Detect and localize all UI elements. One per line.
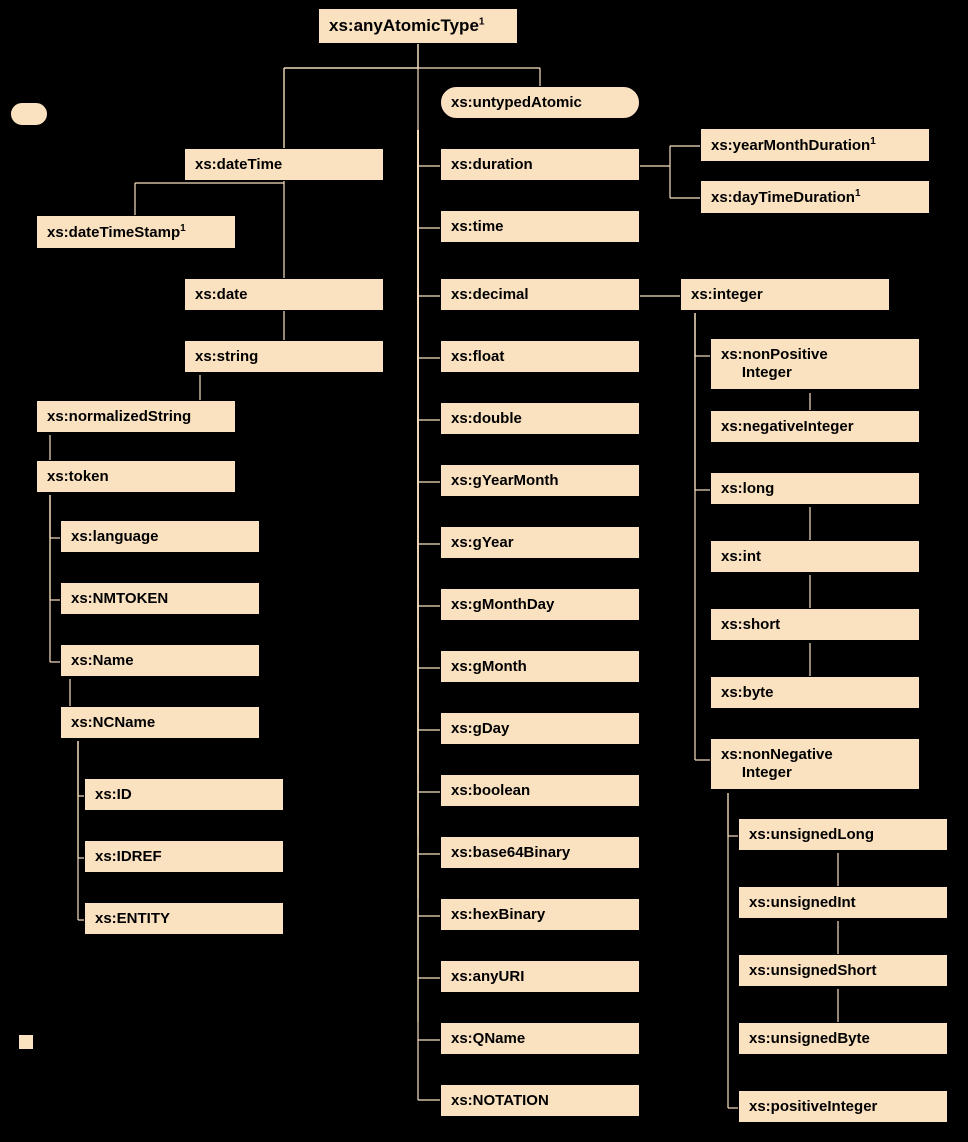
type-node-decimal: xs:decimal [440, 278, 640, 311]
type-node-float: xs:float [440, 340, 640, 373]
type-node-anyURI: xs:anyURI [440, 960, 640, 993]
type-node-dateTime: xs:dateTime [184, 148, 384, 181]
type-node-normalizedString: xs:normalizedString [36, 400, 236, 433]
type-node-gDay: xs:gDay [440, 712, 640, 745]
type-node-string: xs:string [184, 340, 384, 373]
type-node-long: xs:long [710, 472, 920, 505]
type-node-integer: xs:integer [680, 278, 890, 311]
type-node-duration: xs:duration [440, 148, 640, 181]
type-node-root: xs:anyAtomicType1 [318, 8, 518, 44]
type-node-ID: xs:ID [84, 778, 284, 811]
type-node-token: xs:token [36, 460, 236, 493]
type-node-untypedAtomic: xs:untypedAtomic [440, 86, 640, 119]
type-node-Name: xs:Name [60, 644, 260, 677]
type-node-date: xs:date [184, 278, 384, 311]
type-node-NCName: xs:NCName [60, 706, 260, 739]
type-node-negativeInteger: xs:negativeInteger [710, 410, 920, 443]
type-node-IDREF: xs:IDREF [84, 840, 284, 873]
type-node-gMonth: xs:gMonth [440, 650, 640, 683]
type-node-gMonthDay: xs:gMonthDay [440, 588, 640, 621]
type-node-positiveInteger: xs:positiveInteger [738, 1090, 948, 1123]
type-node-gYear: xs:gYear [440, 526, 640, 559]
legend-rounded-shape [10, 102, 48, 126]
type-node-unsignedByte: xs:unsignedByte [738, 1022, 948, 1055]
type-node-QName: xs:QName [440, 1022, 640, 1055]
type-node-unsignedShort: xs:unsignedShort [738, 954, 948, 987]
type-node-yearMonthDuration: xs:yearMonthDuration1 [700, 128, 930, 162]
type-node-short: xs:short [710, 608, 920, 641]
type-node-dateTimeStamp: xs:dateTimeStamp1 [36, 215, 236, 249]
type-node-language: xs:language [60, 520, 260, 553]
type-node-nonPositiveInteger: xs:nonPositive Integer [710, 338, 920, 390]
type-node-double: xs:double [440, 402, 640, 435]
type-node-time: xs:time [440, 210, 640, 243]
type-node-ENTITY: xs:ENTITY [84, 902, 284, 935]
type-node-base64Binary: xs:base64Binary [440, 836, 640, 869]
type-node-hexBinary: xs:hexBinary [440, 898, 640, 931]
type-node-int: xs:int [710, 540, 920, 573]
type-node-NOTATION: xs:NOTATION [440, 1084, 640, 1117]
type-node-unsignedLong: xs:unsignedLong [738, 818, 948, 851]
legend-square-shape [18, 1034, 34, 1050]
type-node-unsignedInt: xs:unsignedInt [738, 886, 948, 919]
type-node-gYearMonth: xs:gYearMonth [440, 464, 640, 497]
type-node-NMTOKEN: xs:NMTOKEN [60, 582, 260, 615]
type-node-boolean: xs:boolean [440, 774, 640, 807]
type-node-nonNegativeInteger: xs:nonNegative Integer [710, 738, 920, 790]
type-node-byte: xs:byte [710, 676, 920, 709]
type-node-dayTimeDuration: xs:dayTimeDuration1 [700, 180, 930, 214]
